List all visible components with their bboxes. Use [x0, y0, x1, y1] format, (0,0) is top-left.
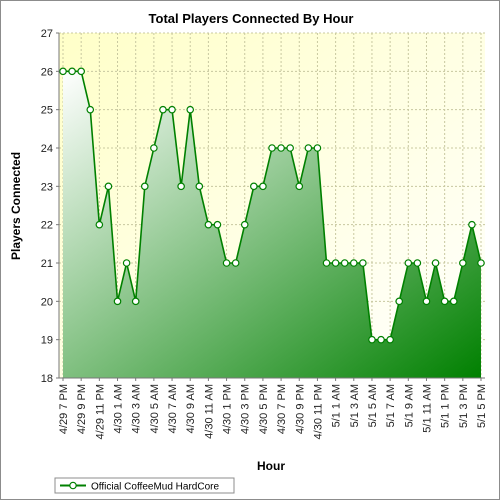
- data-point: [186, 105, 195, 114]
- data-point: [68, 67, 76, 76]
- data-point: [313, 144, 322, 152]
- x-tick-label: 4/30 3 AM: [131, 384, 143, 434]
- data-point: [222, 259, 231, 267]
- data-point: [304, 144, 313, 152]
- y-tick-label: 22: [41, 220, 53, 232]
- data-point: [359, 259, 367, 267]
- data-point: [449, 297, 458, 306]
- y-tick-label: 26: [41, 66, 53, 78]
- x-tick-label: 4/30 1 AM: [113, 384, 125, 434]
- x-tick-label: 4/30 5 AM: [149, 384, 161, 434]
- data-point: [395, 297, 404, 306]
- data-point: [213, 220, 222, 229]
- data-point: [140, 182, 149, 191]
- data-point: [204, 220, 213, 229]
- data-point: [286, 144, 294, 152]
- x-tick-label: 4/29 11 PM: [94, 384, 106, 439]
- legend: Official CoffeeMud HardCore: [54, 477, 235, 494]
- data-point: [340, 259, 349, 267]
- data-point: [159, 105, 167, 114]
- data-point: [150, 144, 158, 152]
- data-point: [59, 67, 67, 76]
- data-point: [77, 67, 85, 76]
- y-tick-label: 25: [41, 105, 53, 117]
- y-tick-label: 23: [41, 181, 53, 193]
- series-area: [63, 71, 481, 378]
- x-tick-label: 4/30 9 AM: [185, 384, 197, 434]
- data-point: [413, 259, 422, 267]
- data-point: [86, 105, 95, 114]
- x-tick-label: 4/30 11 AM: [203, 384, 215, 439]
- data-point: [368, 335, 376, 344]
- data-point: [349, 259, 358, 267]
- x-tick-label: 4/30 3 PM: [240, 384, 252, 434]
- data-point: [322, 259, 331, 267]
- marker-layer: [59, 67, 485, 344]
- x-tick-label: 5/1 3 AM: [349, 384, 361, 427]
- y-tick-label: 21: [41, 258, 53, 270]
- data-point: [468, 220, 476, 229]
- x-axis-title: Hour: [257, 459, 285, 473]
- data-point: [195, 182, 204, 191]
- x-tick-label: 5/1 7 AM: [385, 384, 397, 427]
- y-tick-label: 27: [41, 28, 53, 40]
- y-ticks: 18 19 20 21 22 23 24 25 26 27: [41, 28, 59, 385]
- x-ticks: 4/29 7 PM 4/29 9 PM 4/29 11 PM 4/30 1 AM 4/3…: [58, 378, 488, 439]
- x-tick-label: 5/1 3 PM: [458, 384, 470, 428]
- x-tick-label: 5/1 9 AM: [403, 384, 415, 427]
- data-point: [422, 297, 431, 306]
- x-tick-label: 4/29 7 PM: [58, 384, 70, 434]
- y-tick-label: 19: [41, 335, 53, 347]
- x-tick-label: 4/30 7 PM: [276, 384, 288, 434]
- y-tick-label: 20: [41, 296, 53, 308]
- data-point: [250, 182, 258, 191]
- data-point: [177, 182, 185, 191]
- data-point: [231, 259, 240, 267]
- x-tick-label: 4/29 9 PM: [76, 384, 88, 434]
- x-tick-label: 5/1 1 AM: [331, 384, 343, 427]
- y-tick-label: 18: [41, 373, 53, 385]
- data-point: [440, 297, 449, 306]
- x-tick-label: 5/1 1 PM: [440, 384, 452, 428]
- data-point: [122, 259, 131, 267]
- chart-title: Total Players Connected By Hour: [149, 11, 354, 26]
- x-tick-label: 4/30 1 PM: [222, 384, 234, 434]
- x-tick-label: 5/1 5 PM: [476, 384, 488, 428]
- data-point: [431, 259, 440, 267]
- data-point: [331, 259, 340, 267]
- data-point: [477, 259, 485, 267]
- y-tick-label: 24: [41, 143, 53, 155]
- legend-box: [54, 477, 235, 494]
- x-tick-label: 4/30 11 PM: [312, 384, 324, 439]
- x-tick-label: 4/30 7 AM: [167, 384, 179, 434]
- data-point: [240, 220, 249, 229]
- data-point: [386, 335, 394, 344]
- data-point: [113, 297, 122, 306]
- x-tick-label: 4/30 5 PM: [258, 384, 270, 434]
- data-point: [459, 259, 467, 267]
- data-point: [404, 259, 413, 267]
- data-point: [295, 182, 304, 191]
- data-point: [104, 182, 113, 191]
- legend-swatch-marker: [69, 481, 77, 490]
- data-point: [131, 297, 140, 306]
- data-point: [95, 220, 104, 229]
- data-point: [277, 144, 285, 152]
- data-point: [377, 335, 385, 344]
- x-tick-label: 5/1 5 AM: [367, 384, 379, 427]
- x-tick-label: 5/1 11 AM: [421, 384, 433, 433]
- x-tick-label: 4/30 9 PM: [294, 384, 306, 434]
- data-point: [168, 105, 176, 114]
- legend-label: Official CoffeeMud HardCore: [91, 482, 219, 493]
- data-point: [268, 144, 276, 152]
- y-axis-title: Players Connected: [9, 152, 23, 260]
- data-point: [259, 182, 267, 191]
